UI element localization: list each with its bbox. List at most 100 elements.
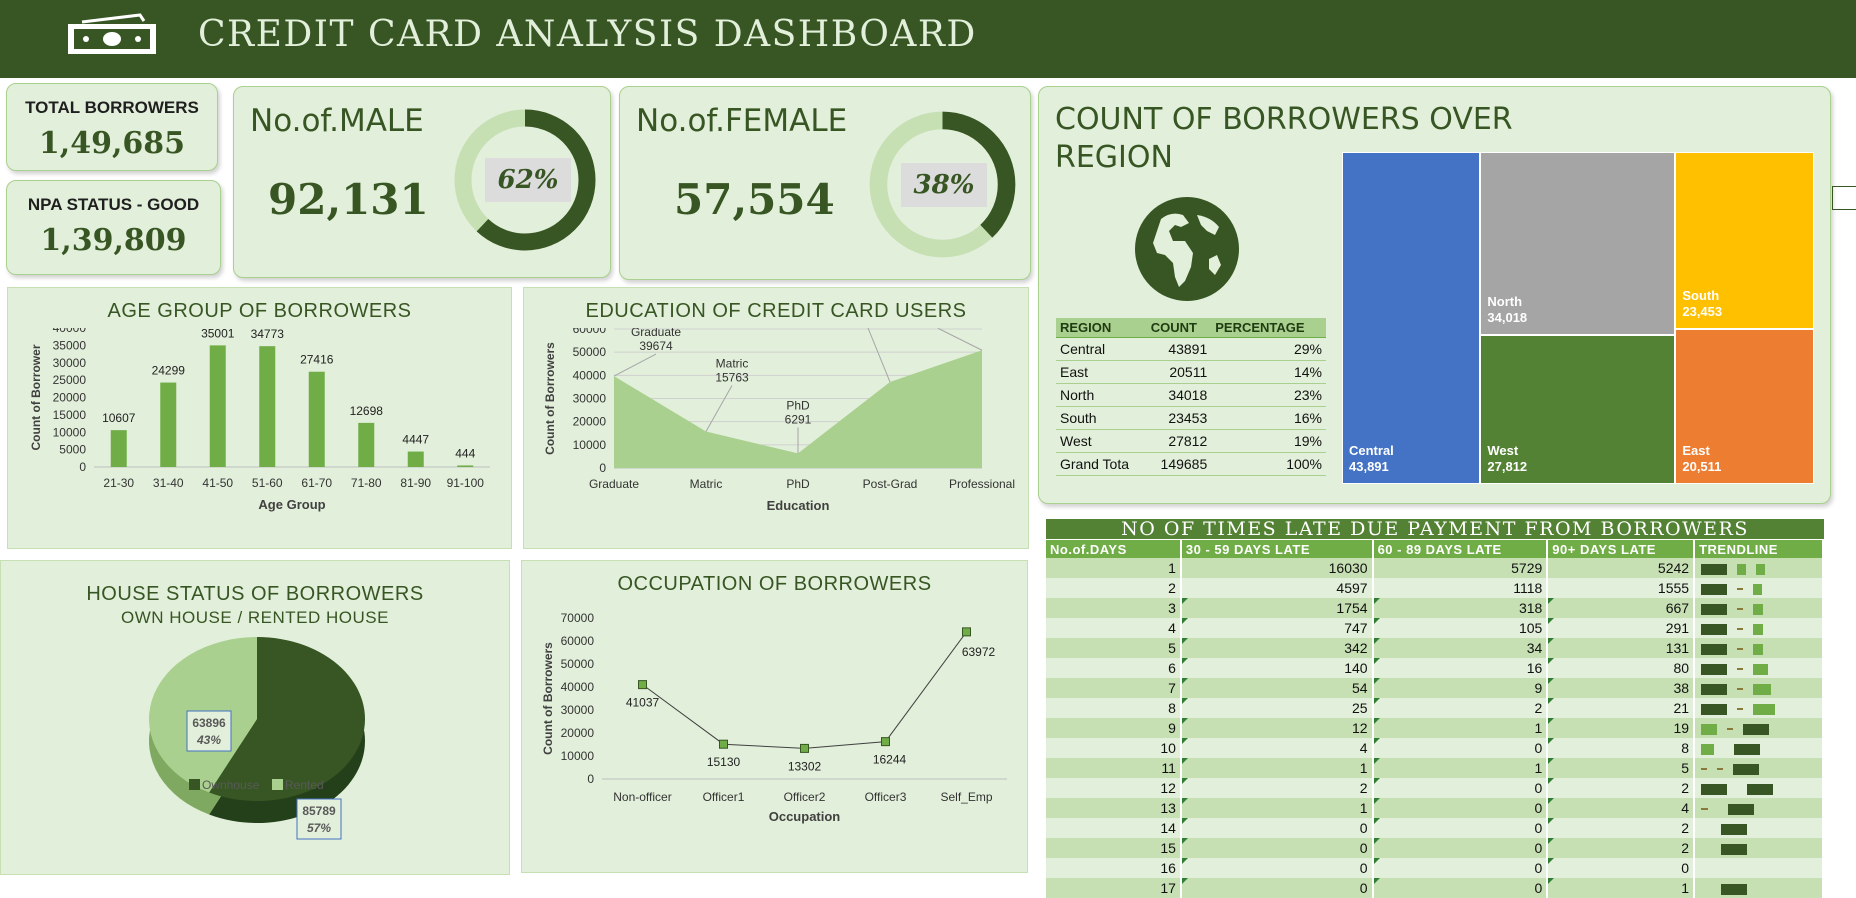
female-label: No.of.FEMALE — [636, 103, 848, 139]
days-cell: 13 — [1046, 798, 1182, 818]
pie-label-ownhouse-box — [296, 798, 342, 840]
count-col-header: COUNT — [1146, 318, 1212, 338]
late-payments-header: No.of.DAYS 30 - 59 DAYS LATE 60 - 89 DAY… — [1046, 540, 1824, 558]
age-x-tick-label: 61-70 — [301, 476, 332, 490]
age-bar — [407, 451, 424, 467]
region-name-cell: West — [1056, 429, 1147, 453]
cell-warning-marker — [1181, 618, 1188, 624]
trendline-cell — [1694, 678, 1824, 698]
treemap-cell-east: East 20,511 — [1675, 329, 1814, 484]
trendline-cell — [1694, 638, 1824, 658]
late-90-plus-cell: 2 — [1547, 818, 1696, 838]
cell-warning-marker — [1373, 598, 1380, 604]
y-tick-label: 40000 — [561, 680, 595, 694]
trendline-cell — [1694, 658, 1824, 678]
occupation-value-label: 41037 — [626, 696, 660, 710]
occupation-x-tick-label: Non-officer — [613, 790, 671, 804]
trendline-bar — [1728, 803, 1755, 815]
region-name-cell: East — [1056, 360, 1147, 384]
late-90-plus-cell: 291 — [1547, 618, 1696, 638]
npa-status-card: NPA STATUS - GOOD 1,39,809 — [6, 180, 221, 275]
y-tick-label: 50000 — [573, 345, 607, 359]
cell-warning-marker — [1373, 818, 1380, 824]
late-payments-row: 8 25 2 21 — [1046, 698, 1824, 718]
trendline-bar — [1753, 583, 1763, 595]
trendline-bar — [1701, 603, 1728, 615]
occupation-value-label: 13302 — [788, 759, 822, 773]
y-tick-label: 30000 — [561, 703, 595, 717]
region-table: REGION COUNT PERCENTAGE Central 43891 29% E… — [1056, 318, 1326, 476]
age-bar-value-label: 444 — [455, 446, 475, 460]
late-90-plus-cell: 1555 — [1547, 578, 1696, 598]
y-tick-label: 10000 — [573, 438, 607, 452]
trendline-bar — [1753, 683, 1772, 695]
region-name-cell: North — [1056, 383, 1147, 407]
female-percent-label: 38% — [901, 163, 987, 207]
treemap-cell-central: Central 43,891 — [1342, 152, 1481, 484]
age-bar-value-label: 27416 — [300, 353, 334, 367]
female-donut-chart — [869, 111, 1016, 258]
late-60-89-cell: 0 — [1372, 838, 1549, 858]
education-chart: 0 10000 20000 30000 40000 50000 60000 Education… — [543, 328, 1015, 513]
trendline-cell — [1694, 838, 1824, 858]
region-title: COUNT OF BORROWERS OVER REGION — [1055, 102, 1513, 175]
late-90-plus-cell: 5 — [1547, 758, 1696, 778]
y-tick-label: 20000 — [561, 726, 595, 740]
y-axis-title: Count of Borrower — [29, 344, 43, 450]
cell-warning-marker — [1548, 618, 1555, 624]
education-x-tick-label: Graduate — [589, 477, 639, 491]
y-tick-label: 0 — [599, 461, 606, 475]
late-payments-row: 3 1754 318 667 — [1046, 598, 1824, 618]
cell-warning-marker — [1181, 818, 1188, 824]
cell-warning-marker — [1373, 738, 1380, 744]
occupation-panel: OCCUPATION OF BORROWERS 0 10000 20000 30000… — [521, 560, 1028, 873]
late-90-plus-cell: 1 — [1547, 878, 1696, 898]
trendline-bar — [1701, 663, 1728, 675]
cell-warning-marker — [1548, 738, 1555, 744]
y-tick-label: 35000 — [53, 338, 87, 352]
pie-label-rented-box — [186, 710, 232, 752]
region-table-header: REGION COUNT PERCENTAGE — [1056, 318, 1326, 338]
education-panel: EDUCATION OF CREDIT CARD USERS 0 10000 200… — [523, 287, 1029, 549]
trendline-bar — [1701, 768, 1708, 771]
cell-warning-marker — [1548, 858, 1555, 864]
age-bar — [358, 422, 375, 467]
y-axis-title: Count of Borrowers — [543, 342, 557, 455]
age-bar — [308, 371, 325, 467]
region-table-row: Central 43891 29% — [1056, 337, 1326, 361]
trendline-bar — [1701, 563, 1728, 575]
occupation-title: OCCUPATION OF BORROWERS — [617, 573, 932, 595]
y-tick-label: 15000 — [53, 408, 87, 422]
y-tick-label: 30000 — [573, 392, 607, 406]
days-cell: 5 — [1046, 638, 1182, 658]
days-cell: 3 — [1046, 598, 1182, 618]
globe-icon — [1135, 197, 1239, 301]
late-60-89-cell: 1 — [1372, 758, 1549, 778]
age-x-tick-label: 21-30 — [103, 476, 134, 490]
age-bar-value-label: 34773 — [251, 328, 285, 341]
cell-warning-marker — [1181, 698, 1188, 704]
education-data-label-value: 39674 — [639, 339, 673, 353]
late-30-59-cell: 4597 — [1180, 578, 1374, 598]
late-payments-row: 7 54 9 38 — [1046, 678, 1824, 698]
cell-warning-marker — [1373, 678, 1380, 684]
late-payments-row: 15 0 0 2 — [1046, 838, 1824, 858]
days-cell: 4 — [1046, 618, 1182, 638]
late-30-59-cell: 1754 — [1180, 598, 1374, 618]
cell-warning-marker — [1181, 798, 1188, 804]
age-x-tick-label: 91-100 — [447, 476, 485, 490]
late-30-59-cell: 16030 — [1180, 558, 1374, 578]
late-60-89-cell: 0 — [1372, 858, 1549, 878]
y-tick-label: 40000 — [573, 368, 607, 382]
male-card: No.of.MALE 92,131 62% — [233, 86, 611, 278]
late-90-plus-cell: 4 — [1547, 798, 1696, 818]
male-label: No.of.MALE — [250, 103, 424, 139]
cell-warning-marker — [1181, 778, 1188, 784]
trendline-cell — [1694, 698, 1824, 718]
cell-warning-marker — [1548, 798, 1555, 804]
female-card: No.of.FEMALE 57,554 38% — [619, 86, 1031, 280]
education-x-tick-label: Post-Grad — [863, 477, 918, 491]
trendline-bar — [1737, 628, 1744, 631]
region-name-cell: South — [1056, 406, 1147, 430]
pie-slice-ownhouse — [209, 637, 366, 801]
